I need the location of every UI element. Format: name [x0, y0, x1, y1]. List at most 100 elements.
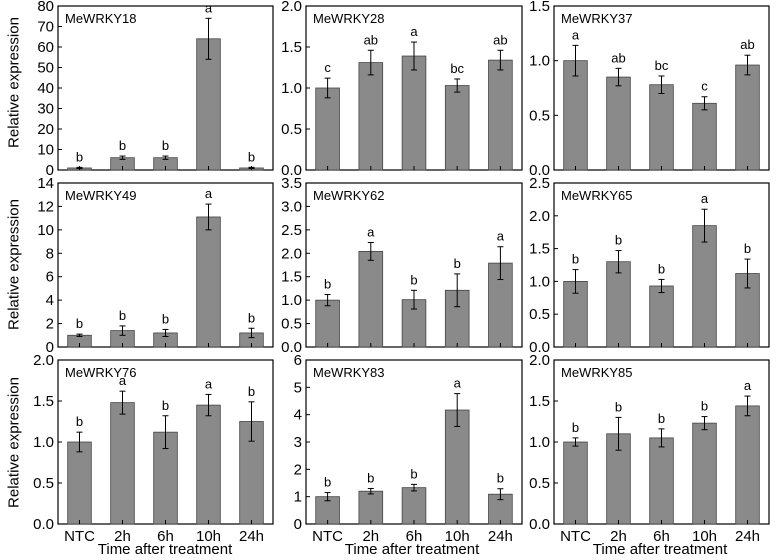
p2-ytick-label: 1.5 — [281, 39, 302, 56]
p5-bar-2h — [358, 251, 384, 348]
y-axis-label-row2: Relative expression — [5, 199, 23, 330]
p1-frame — [57, 5, 274, 171]
p8-xtick-label: 24h — [488, 528, 513, 545]
p5-sig-letter: b — [324, 277, 331, 292]
p9-xtick-label: 6h — [653, 528, 670, 545]
p5-ytick-label: 1.5 — [281, 269, 302, 286]
p1-ytick-label: 40 — [37, 80, 54, 97]
p3-ytick-label: 0.5 — [529, 107, 550, 124]
p5-bar-NTC — [315, 299, 340, 348]
p6-ytick-label: 1.0 — [529, 273, 550, 290]
p4-ytick-label: 14 — [37, 175, 54, 192]
p8-sig-letter: b — [410, 466, 417, 481]
p9-ytick-label: 2.0 — [529, 352, 550, 369]
p5-ytick-label: 0.5 — [281, 316, 302, 333]
p3-sig-letter: ab — [611, 50, 625, 65]
p6-bar-6h — [649, 285, 674, 348]
p4-sig-letter: b — [119, 308, 126, 323]
p1-ytick-label: 20 — [37, 121, 54, 138]
p7-xtick-label: 10h — [196, 528, 221, 545]
p5-sig-letter: a — [367, 225, 375, 240]
p7-xtick-label: 6h — [157, 528, 174, 545]
p4-panel-title: MeWRKY49 — [65, 188, 137, 203]
p1-sig-letter: a — [205, 0, 213, 15]
p4-ytick-label: 4 — [46, 292, 54, 309]
p2-panel-title: MeWRKY28 — [313, 11, 385, 26]
p3-panel-title: MeWRKY37 — [561, 11, 633, 26]
p7-ytick-label: 0.0 — [33, 516, 54, 533]
p6-sig-letter: b — [572, 252, 579, 267]
p2-ytick-label: 2.0 — [281, 0, 302, 15]
p9-ytick-label: 1.5 — [529, 393, 550, 410]
p1-sig-letter: b — [119, 138, 126, 153]
p4-frame — [57, 182, 274, 348]
p4-sig-letter: b — [248, 310, 255, 325]
p6-ytick-label: 0.5 — [529, 306, 550, 323]
p4-ytick-label: 8 — [46, 245, 54, 262]
p5-sig-letter: a — [497, 229, 505, 244]
p2-sig-letter: ab — [364, 32, 378, 47]
p8-bar-6h — [401, 487, 427, 525]
p6-ytick-label: 2.5 — [529, 175, 550, 192]
p7-ytick-label: 2.0 — [33, 352, 54, 369]
p9-xtick-label: 10h — [692, 528, 717, 545]
x-axis-label-col2: Time after treatment — [344, 541, 480, 558]
p2-ytick-label: 0.0 — [281, 162, 302, 179]
p8-sig-letter: a — [454, 376, 462, 391]
p5-ytick-label: 0.0 — [281, 339, 302, 356]
p8-ytick-label: 4 — [294, 407, 302, 424]
x-axis-label-col1: Time after treatment — [97, 541, 233, 558]
p3-sig-letter: a — [572, 27, 580, 42]
p8-xtick-label: 2h — [362, 528, 379, 545]
p1-ytick-label: 10 — [37, 142, 54, 159]
p6-bar-10h — [692, 225, 717, 348]
p7-bar-2h — [110, 402, 135, 525]
p8-ytick-label: 5 — [294, 379, 302, 396]
p9-sig-letter: b — [701, 399, 708, 414]
p2-bar-10h — [444, 85, 470, 171]
p4-ytick-label: 2 — [46, 316, 54, 333]
p2-bar-NTC — [315, 87, 340, 171]
p4-ytick-label: 10 — [37, 222, 54, 239]
p8-panel-title: MeWRKY83 — [313, 365, 385, 380]
p1-sig-letter: b — [248, 149, 255, 164]
p3-bar-6h — [649, 84, 674, 171]
p2-sig-letter: a — [410, 24, 418, 39]
p1-ytick-label: 30 — [37, 101, 54, 118]
y-axis-label-row3: Relative expression — [5, 377, 23, 508]
p8-ytick-label: 3 — [294, 434, 302, 451]
p6-sig-letter: b — [658, 261, 665, 276]
p1-sig-letter: b — [162, 138, 169, 153]
p8-bar-2h — [358, 490, 384, 525]
p7-sig-letter: b — [76, 414, 83, 429]
p9-sig-letter: b — [615, 399, 622, 414]
p1-ytick-label: 80 — [37, 0, 54, 15]
p2-ytick-label: 0.5 — [281, 121, 302, 138]
p9-ytick-label: 1.0 — [529, 434, 550, 451]
p2-bar-24h — [488, 59, 513, 171]
p2-sig-letter: c — [324, 60, 331, 75]
p3-sig-letter: ab — [740, 37, 754, 52]
p5-ytick-label: 2.5 — [281, 222, 302, 239]
p4-sig-letter: b — [162, 311, 169, 326]
p1-ytick-label: 50 — [37, 60, 54, 77]
p9-bar-24h — [735, 405, 760, 525]
p7-sig-letter: b — [162, 398, 169, 413]
p9-bar-NTC — [563, 441, 588, 525]
p8-sig-letter: b — [497, 471, 504, 486]
p6-ytick-label: 1.5 — [529, 241, 550, 258]
p3-ytick-label: 0.0 — [529, 162, 550, 179]
p1-panel-title: MeWRKY18 — [65, 11, 137, 26]
p3-ytick-label: 1.0 — [529, 53, 550, 70]
p9-xtick-label: 2h — [610, 528, 627, 545]
p9-xtick-label: NTC — [560, 528, 591, 545]
p7-ytick-label: 1.0 — [33, 434, 54, 451]
p7-xtick-label: 24h — [239, 528, 264, 545]
p9-sig-letter: a — [744, 378, 752, 393]
p2-sig-letter: bc — [450, 61, 464, 76]
p4-sig-letter: b — [76, 316, 83, 331]
p8-ytick-label: 2 — [294, 461, 302, 478]
p2-bar-6h — [401, 55, 427, 171]
p7-ytick-label: 1.5 — [33, 393, 54, 410]
